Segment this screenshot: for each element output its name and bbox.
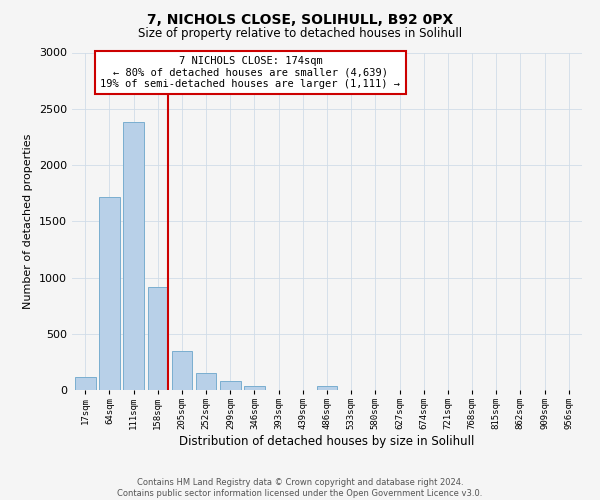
Text: Contains HM Land Registry data © Crown copyright and database right 2024.
Contai: Contains HM Land Registry data © Crown c… xyxy=(118,478,482,498)
Text: Size of property relative to detached houses in Solihull: Size of property relative to detached ho… xyxy=(138,28,462,40)
Bar xyxy=(244,386,265,390)
Bar xyxy=(124,122,144,390)
Bar xyxy=(75,376,95,390)
Bar xyxy=(220,381,241,390)
Bar xyxy=(172,350,192,390)
Text: 7 NICHOLS CLOSE: 174sqm
← 80% of detached houses are smaller (4,639)
19% of semi: 7 NICHOLS CLOSE: 174sqm ← 80% of detache… xyxy=(101,56,401,89)
Bar xyxy=(148,286,168,390)
Y-axis label: Number of detached properties: Number of detached properties xyxy=(23,134,34,309)
Text: 7, NICHOLS CLOSE, SOLIHULL, B92 0PX: 7, NICHOLS CLOSE, SOLIHULL, B92 0PX xyxy=(147,12,453,26)
X-axis label: Distribution of detached houses by size in Solihull: Distribution of detached houses by size … xyxy=(179,435,475,448)
Bar xyxy=(196,372,217,390)
Bar xyxy=(317,386,337,390)
Bar xyxy=(99,196,120,390)
